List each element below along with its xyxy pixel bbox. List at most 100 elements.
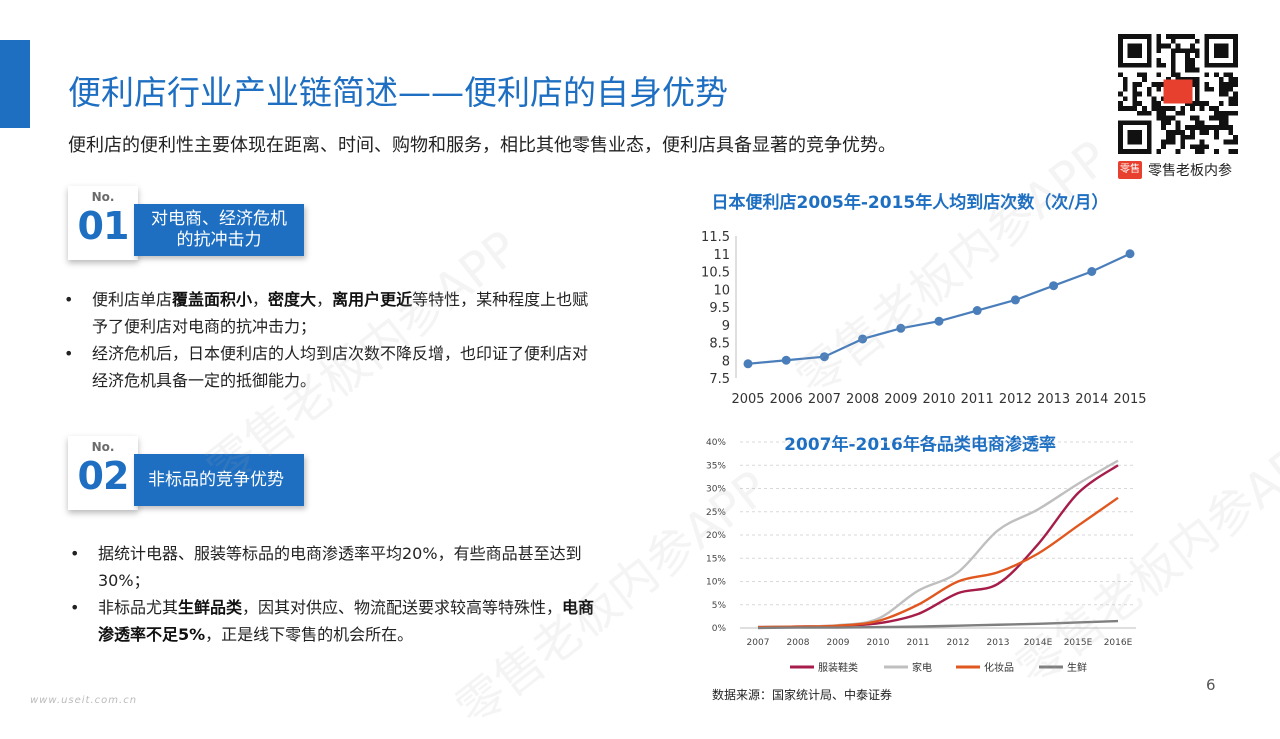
section-number: 02 (77, 454, 130, 498)
section-number-card: No. 01 (68, 186, 138, 260)
y-tick-label: 9.5 (709, 301, 730, 316)
bullet-item: 经济危机后，日本便利店的人均到店次数不降反增，也印证了便利店对经济危机具备一定的… (64, 340, 594, 394)
x-tick-label: 2013 (1037, 392, 1070, 407)
data-point (858, 334, 868, 344)
x-tick-label: 2010 (867, 638, 890, 648)
data-point (819, 352, 829, 362)
x-tick-label: 2012 (999, 392, 1032, 407)
legend-label: 化妆品 (984, 661, 1014, 674)
brand-logo-icon: 零售 (1118, 161, 1142, 179)
y-tick-label: 11 (713, 248, 730, 263)
x-tick-label: 2016E (1104, 638, 1133, 648)
x-tick-label: 2006 (770, 392, 803, 407)
y-tick-label: 15% (706, 554, 726, 564)
section-02-bullets: 据统计电器、服装等标品的电商渗透率平均20%，有些商品甚至达到30%；非标品尤其… (70, 540, 600, 648)
y-tick-label: 30% (706, 485, 726, 495)
bullet-text: ，因其对供应、物流配送要求较高等特殊性， (242, 598, 563, 617)
site-url: www.useit.com.cn (30, 695, 138, 706)
bullet-text: 据统计电器、服装等标品的电商渗透率平均20%，有些商品甚至达到30%； (98, 544, 582, 590)
page-title: 便利店行业产业链简述——便利店的自身优势 (68, 73, 728, 112)
bullet-item: 非标品尤其生鲜品类，因其对供应、物流配送要求较高等特殊性，电商渗透率不足5%，正… (70, 594, 600, 648)
data-point (1049, 281, 1059, 291)
y-tick-label: 7.5 (709, 372, 730, 387)
section-01-badge: No. 01 对电商、经济危机 的抗冲击力 (68, 186, 308, 264)
series-line (757, 619, 1119, 630)
legend-label: 服装鞋类 (818, 661, 858, 674)
x-tick-label: 2007 (747, 638, 770, 648)
bullet-text: 等特性，某种程度上也赋予了便利店对电商的抗冲击力； (92, 290, 589, 336)
data-point (743, 359, 753, 369)
data-point (781, 355, 791, 365)
y-tick-label: 8.5 (709, 337, 730, 352)
data-source: 数据来源：国家统计局、中泰证券 (712, 688, 893, 702)
x-tick-label: 2014E (1024, 638, 1053, 648)
y-tick-label: 5% (712, 601, 727, 611)
bullet-emphasis: 生鲜品类 (178, 598, 243, 617)
bullet-item: 据统计电器、服装等标品的电商渗透率平均20%，有些商品甚至达到30%； (70, 540, 600, 594)
data-point (1087, 267, 1097, 276)
section-heading-line: 的抗冲击力 (176, 230, 262, 250)
x-tick-label: 2009 (827, 638, 850, 648)
y-tick-label: 10.5 (701, 266, 730, 281)
chart-penetration-title: 2007年-2016年各品类电商渗透率 (784, 435, 1056, 455)
x-tick-label: 2011 (961, 392, 994, 407)
y-tick-label: 11.5 (701, 230, 730, 245)
section-heading-box: 非标品的竞争优势 (134, 454, 304, 506)
section-number-card: No. 02 (68, 436, 138, 510)
section-no-label: No. (91, 440, 115, 454)
y-tick-label: 10% (706, 578, 726, 588)
bullet-item: 便利店单店覆盖面积小，密度大，离用户更近等特性，某种程度上也赋予了便利店对电商的… (64, 286, 594, 340)
x-tick-label: 2012 (947, 638, 970, 648)
x-tick-label: 2011 (907, 638, 930, 648)
title-accent-bar (0, 40, 30, 128)
data-point (972, 306, 982, 316)
y-tick-label: 40% (706, 438, 726, 448)
bullet-text: ， (252, 290, 269, 309)
bullet-emphasis: 覆盖面积小 (172, 290, 253, 309)
data-point (896, 323, 906, 333)
page-subtitle: 便利店的便利性主要体现在距离、时间、购物和服务，相比其他零售业态，便利店具备显著… (68, 135, 896, 156)
x-tick-label: 2008 (787, 638, 810, 648)
section-02-badge: No. 02 非标品的竞争优势 (68, 436, 308, 514)
brand-row: 零售 零售老板内参 (1118, 160, 1232, 180)
chart-visits: 7.5 8 8.5 9 9.5 10 10.5 11 11.5 2005 2006 2007 2008 2… (701, 230, 1147, 407)
data-point (1125, 249, 1135, 259)
y-tick-label: 35% (706, 461, 726, 471)
chart-visits-title: 日本便利店2005年-2015年人均到店次数（次/月） (711, 193, 1109, 213)
legend-label: 生鲜 (1067, 661, 1087, 674)
bullet-emphasis: 离用户更近 (332, 290, 413, 309)
legend-label: 家电 (912, 661, 932, 674)
series-line (747, 252, 1131, 365)
section-number: 01 (77, 204, 130, 248)
x-tick-label: 2014 (1075, 392, 1108, 407)
x-tick-label: 2009 (884, 392, 917, 407)
y-tick-label: 25% (706, 508, 726, 518)
series-line (757, 459, 1119, 629)
y-tick-label: 20% (706, 531, 726, 541)
x-tick-label: 2015E (1064, 638, 1093, 648)
bullet-text: 经济危机后，日本便利店的人均到店次数不降反增，也印证了便利店对经济危机具备一定的… (92, 344, 589, 390)
section-no-label: No. (91, 190, 115, 204)
y-tick-label: 10 (713, 283, 730, 298)
bullet-text: 非标品尤其 (98, 598, 179, 617)
series-line (757, 496, 1119, 629)
brand-name: 零售老板内参 (1148, 163, 1232, 179)
bullet-text: ， (316, 290, 333, 309)
y-tick-label: 0% (712, 624, 727, 634)
x-tick-label: 2013 (987, 638, 1010, 648)
x-tick-label: 2005 (731, 392, 764, 407)
series-line (757, 464, 1119, 629)
section-01-bullets: 便利店单店覆盖面积小，密度大，离用户更近等特性，某种程度上也赋予了便利店对电商的… (64, 286, 594, 394)
chart-penetration: 0% 5% 10% 15% 20% 25% 30% 35% 40% 2007 2008 2009 201… (706, 438, 1136, 674)
y-tick-label: 9 (722, 319, 730, 334)
y-tick-label: 8 (722, 354, 730, 369)
x-tick-label: 2007 (808, 392, 841, 407)
x-tick-label: 2010 (922, 392, 955, 407)
bullet-emphasis: 密度大 (268, 290, 317, 309)
bullet-emphasis: 电商渗透率不足5% (98, 598, 595, 644)
data-point (934, 316, 944, 326)
bullet-text: 便利店单店 (92, 290, 173, 309)
x-tick-label: 2008 (846, 392, 879, 407)
page-number: 6 (1206, 676, 1216, 694)
section-heading-line: 非标品的竞争优势 (148, 470, 284, 490)
